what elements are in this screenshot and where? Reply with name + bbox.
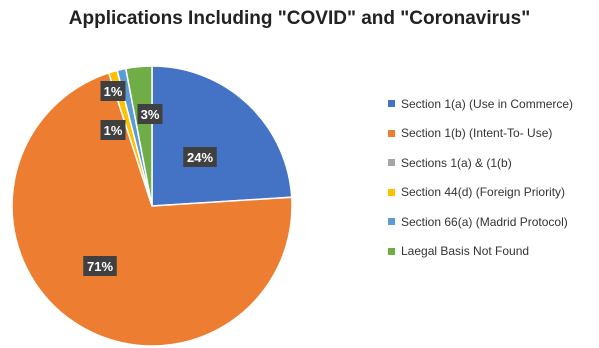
legend-item-5: Laegal Basis Not Found bbox=[388, 237, 573, 267]
data-label-box-0 bbox=[183, 147, 217, 167]
legend-swatch-5 bbox=[388, 247, 395, 255]
legend-item-0: Section 1(a) (Use in Commerce) bbox=[388, 89, 573, 119]
legend-item-1: Section 1(b) (Intent-To- Use) bbox=[388, 119, 573, 149]
pie-slice-0 bbox=[151, 65, 293, 207]
pie-slices bbox=[11, 65, 293, 347]
data-label-box-3 bbox=[100, 120, 126, 140]
pie-slice-5 bbox=[124, 65, 153, 207]
legend-item-2: Sections 1(a) & (1(b) bbox=[388, 148, 573, 178]
legend-label-0: Section 1(a) (Use in Commerce) bbox=[401, 96, 574, 111]
data-label-box-1 bbox=[83, 256, 117, 276]
data-label-4: 1% bbox=[100, 81, 126, 101]
data-label-text-1: 71% bbox=[87, 259, 113, 274]
data-label-text-5: 3% bbox=[141, 107, 160, 122]
legend-label-2: Sections 1(a) & (1(b) bbox=[401, 155, 512, 170]
data-label-text-3: 1% bbox=[104, 123, 123, 138]
legend-label-4: Section 66(a) (Madrid Protocol) bbox=[401, 214, 568, 229]
legend-label-1: Section 1(b) (Intent-To- Use) bbox=[401, 126, 553, 141]
data-label-3: 1% bbox=[100, 120, 126, 140]
data-label-box-4 bbox=[100, 81, 126, 101]
legend-item-3: Section 44(d) (Foreign Priority) bbox=[388, 178, 573, 208]
data-label-text-0: 24% bbox=[187, 150, 213, 165]
legend: Section 1(a) (Use in Commerce) Section 1(… bbox=[388, 89, 573, 266]
data-label-0: 24% bbox=[183, 147, 217, 167]
legend-swatch-0 bbox=[388, 100, 395, 108]
data-label-1: 71% bbox=[83, 256, 117, 276]
legend-item-4: Section 66(a) (Madrid Protocol) bbox=[388, 207, 573, 237]
pie-slice-1 bbox=[11, 71, 293, 347]
legend-swatch-1 bbox=[388, 129, 395, 137]
data-label-box-5 bbox=[137, 104, 163, 124]
data-label-5: 3% bbox=[137, 104, 163, 124]
legend-label-5: Laegal Basis Not Found bbox=[401, 244, 530, 259]
data-labels: 24% 71% 1% 1% 3% bbox=[83, 81, 217, 276]
legend-swatch-2 bbox=[388, 159, 395, 167]
data-label-text-4: 1% bbox=[104, 84, 123, 99]
legend-swatch-4 bbox=[388, 218, 395, 226]
legend-swatch-3 bbox=[388, 188, 395, 196]
chart-title: Applications Including "COVID" and "Coro… bbox=[68, 8, 531, 29]
legend-label-3: Section 44(d) (Foreign Priority) bbox=[401, 185, 566, 200]
